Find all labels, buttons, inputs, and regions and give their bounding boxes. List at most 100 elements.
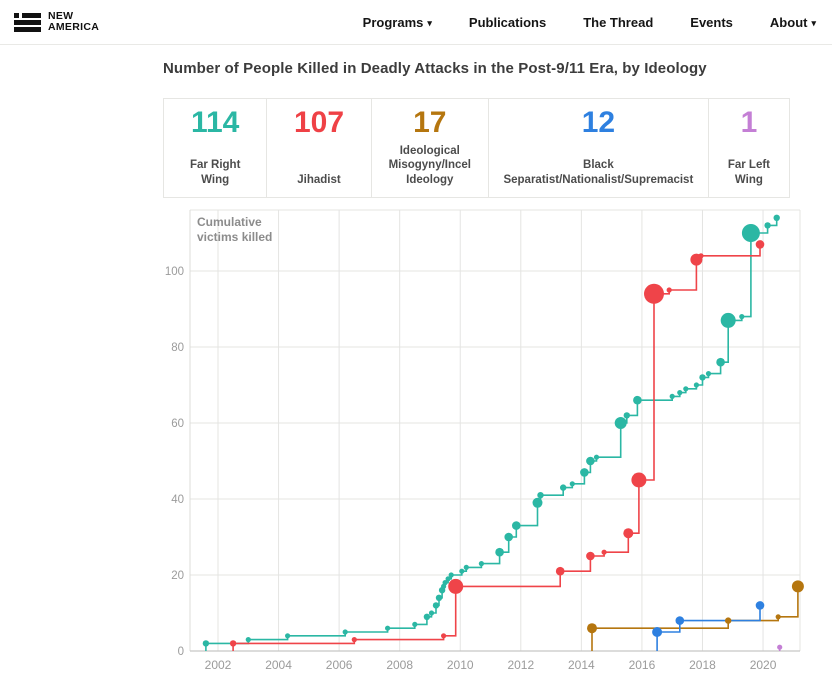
- event-dot-far-right-wing[interactable]: [423, 613, 431, 620]
- chevron-down-icon: ▾: [811, 17, 816, 28]
- nav-item-about[interactable]: About ▾: [769, 14, 816, 30]
- event-dot-far-right-wing[interactable]: [623, 412, 630, 419]
- event-dot-jihadist[interactable]: [644, 283, 664, 304]
- event-dot-far-right-wing[interactable]: [385, 625, 391, 631]
- event-dot-far-right-wing[interactable]: [537, 492, 544, 499]
- event-dot-far-right-wing[interactable]: [442, 580, 448, 586]
- event-dot-far-right-wing[interactable]: [285, 633, 291, 639]
- event-dot-far-right-wing[interactable]: [448, 572, 454, 578]
- x-tick-2014: 2014: [568, 658, 595, 672]
- event-dot-far-right-wing[interactable]: [445, 576, 451, 582]
- event-dot-jihadist[interactable]: [448, 578, 464, 594]
- stat-value-far-right-wing: 114: [190, 106, 240, 139]
- event-dot-far-right-wing[interactable]: [342, 629, 348, 635]
- x-tick-2018: 2018: [689, 658, 716, 672]
- y-tick-0: 0: [178, 646, 184, 658]
- y-axis-label-line-1: Cumulative: [197, 215, 262, 229]
- stat-value-far-left-wing: 1: [740, 106, 758, 139]
- event-dot-far-right-wing[interactable]: [560, 484, 567, 491]
- event-dot-far-right-wing[interactable]: [586, 456, 595, 466]
- event-dot-jihadist[interactable]: [601, 549, 607, 555]
- event-dot-far-right-wing[interactable]: [532, 497, 543, 508]
- x-tick-2002: 2002: [205, 658, 232, 672]
- event-dot-far-right-wing[interactable]: [504, 532, 513, 542]
- event-dot-jihadist[interactable]: [555, 566, 565, 576]
- y-tick-20: 20: [171, 570, 184, 582]
- event-dot-jihadist[interactable]: [586, 551, 595, 561]
- series-line-ideological-misogyny-incel-ideology: [591, 586, 799, 651]
- event-dot-far-right-wing[interactable]: [569, 481, 575, 487]
- event-dot-far-right-wing[interactable]: [693, 382, 700, 388]
- nav-item-events[interactable]: Events: [690, 14, 733, 30]
- new-america-logo-icon: [14, 12, 41, 32]
- event-dot-jihadist[interactable]: [755, 240, 765, 249]
- event-dot-far-right-wing[interactable]: [459, 568, 465, 574]
- event-dot-far-right-wing[interactable]: [764, 222, 771, 229]
- event-dot-ideological-misogyny-incel-ideology[interactable]: [725, 617, 732, 624]
- event-dot-far-right-wing[interactable]: [720, 312, 736, 328]
- event-dot-far-right-wing[interactable]: [478, 561, 484, 567]
- chevron-down-icon: ▾: [427, 17, 432, 28]
- y-tick-100: 100: [165, 266, 184, 278]
- event-dot-far-right-wing[interactable]: [677, 390, 683, 396]
- event-dot-far-right-wing[interactable]: [512, 521, 521, 530]
- y-tick-80: 80: [171, 342, 184, 354]
- event-dot-far-right-wing[interactable]: [699, 374, 706, 381]
- event-dot-black-separatist-nationalist-supremacist[interactable]: [652, 627, 663, 637]
- event-dot-far-right-wing[interactable]: [593, 454, 600, 460]
- x-tick-2012: 2012: [507, 658, 534, 672]
- stat-card-black-separatist-nationalist-supremacist: 12 Black Separatist/Nationalist/Supremacis…: [489, 99, 709, 197]
- stat-card-far-right-wing: 114 Far Right Wing: [164, 99, 268, 197]
- stat-label-black-separatist-nationalist-supremacist: Black Separatist/Nationalist/Supremacist: [503, 159, 694, 186]
- event-dot-jihadist[interactable]: [351, 637, 357, 643]
- event-dot-jihadist[interactable]: [666, 287, 672, 293]
- nav-item-programs[interactable]: Programs ▾: [362, 14, 432, 30]
- x-tick-2016: 2016: [629, 658, 656, 672]
- event-dot-jihadist[interactable]: [631, 472, 647, 488]
- event-dot-far-right-wing[interactable]: [245, 637, 251, 643]
- event-dot-ideological-misogyny-incel-ideology[interactable]: [791, 580, 804, 593]
- event-dot-far-right-wing[interactable]: [495, 547, 504, 557]
- event-dot-far-right-wing[interactable]: [435, 594, 443, 601]
- event-dot-jihadist[interactable]: [441, 633, 447, 639]
- event-dot-far-right-wing[interactable]: [580, 468, 589, 477]
- main-content: Number of People Killed in Deadly Attack…: [163, 60, 832, 682]
- stat-card-far-left-wing: 1 Far Left Wing: [709, 99, 789, 197]
- event-dot-far-right-wing[interactable]: [716, 357, 725, 367]
- event-dot-black-separatist-nationalist-supremacist[interactable]: [675, 616, 685, 625]
- new-america-logo[interactable]: NEW AMERICA: [14, 10, 99, 34]
- page-title: Number of People Killed in Deadly Attack…: [163, 60, 707, 77]
- event-dot-far-right-wing[interactable]: [633, 395, 642, 405]
- stat-value-jihadist: 107: [293, 106, 345, 139]
- event-dot-far-right-wing[interactable]: [432, 602, 440, 609]
- stat-label-jihadist: Jihadist: [297, 173, 341, 186]
- nav-item-publications[interactable]: Publications: [468, 14, 547, 30]
- x-tick-2004: 2004: [265, 658, 292, 672]
- site-header: NEW AMERICA Programs ▾ Publications The Thr…: [0, 0, 832, 45]
- event-dot-ideological-misogyny-incel-ideology[interactable]: [775, 614, 781, 620]
- event-dot-far-right-wing[interactable]: [683, 386, 689, 392]
- event-dot-far-right-wing[interactable]: [705, 371, 712, 377]
- y-tick-40: 40: [171, 494, 184, 506]
- event-dot-black-separatist-nationalist-supremacist[interactable]: [755, 601, 765, 610]
- event-dot-far-right-wing[interactable]: [773, 214, 780, 221]
- event-dot-far-right-wing[interactable]: [428, 610, 435, 616]
- event-dot-far-right-wing[interactable]: [202, 640, 210, 647]
- nav-item-the-thread[interactable]: The Thread: [583, 14, 654, 30]
- cumulative-victims-chart[interactable]: 0 20 40 60 80 100 2002 2004 2006 2008 2010 2012 2014…: [163, 203, 832, 677]
- x-tick-2010: 2010: [447, 658, 474, 672]
- stat-label-ideological-misogyny-incel: Ideological Misogyny/Incel Ideology: [388, 144, 471, 186]
- event-dot-jihadist[interactable]: [698, 253, 704, 259]
- event-dot-far-right-wing[interactable]: [739, 314, 745, 320]
- event-dot-jihadist[interactable]: [623, 528, 634, 539]
- event-dot-far-right-wing[interactable]: [463, 564, 469, 570]
- event-dot-ideological-misogyny-incel-ideology[interactable]: [587, 623, 597, 634]
- x-tick-2006: 2006: [326, 658, 353, 672]
- event-dot-far-right-wing[interactable]: [614, 417, 627, 429]
- event-dot-far-right-wing[interactable]: [412, 621, 418, 627]
- event-dot-far-right-wing[interactable]: [741, 224, 760, 242]
- event-dot-far-left-wing[interactable]: [777, 644, 783, 650]
- event-dot-jihadist[interactable]: [229, 640, 237, 647]
- event-dot-far-right-wing[interactable]: [669, 393, 675, 399]
- stat-card-jihadist: 107 Jihadist: [267, 99, 372, 197]
